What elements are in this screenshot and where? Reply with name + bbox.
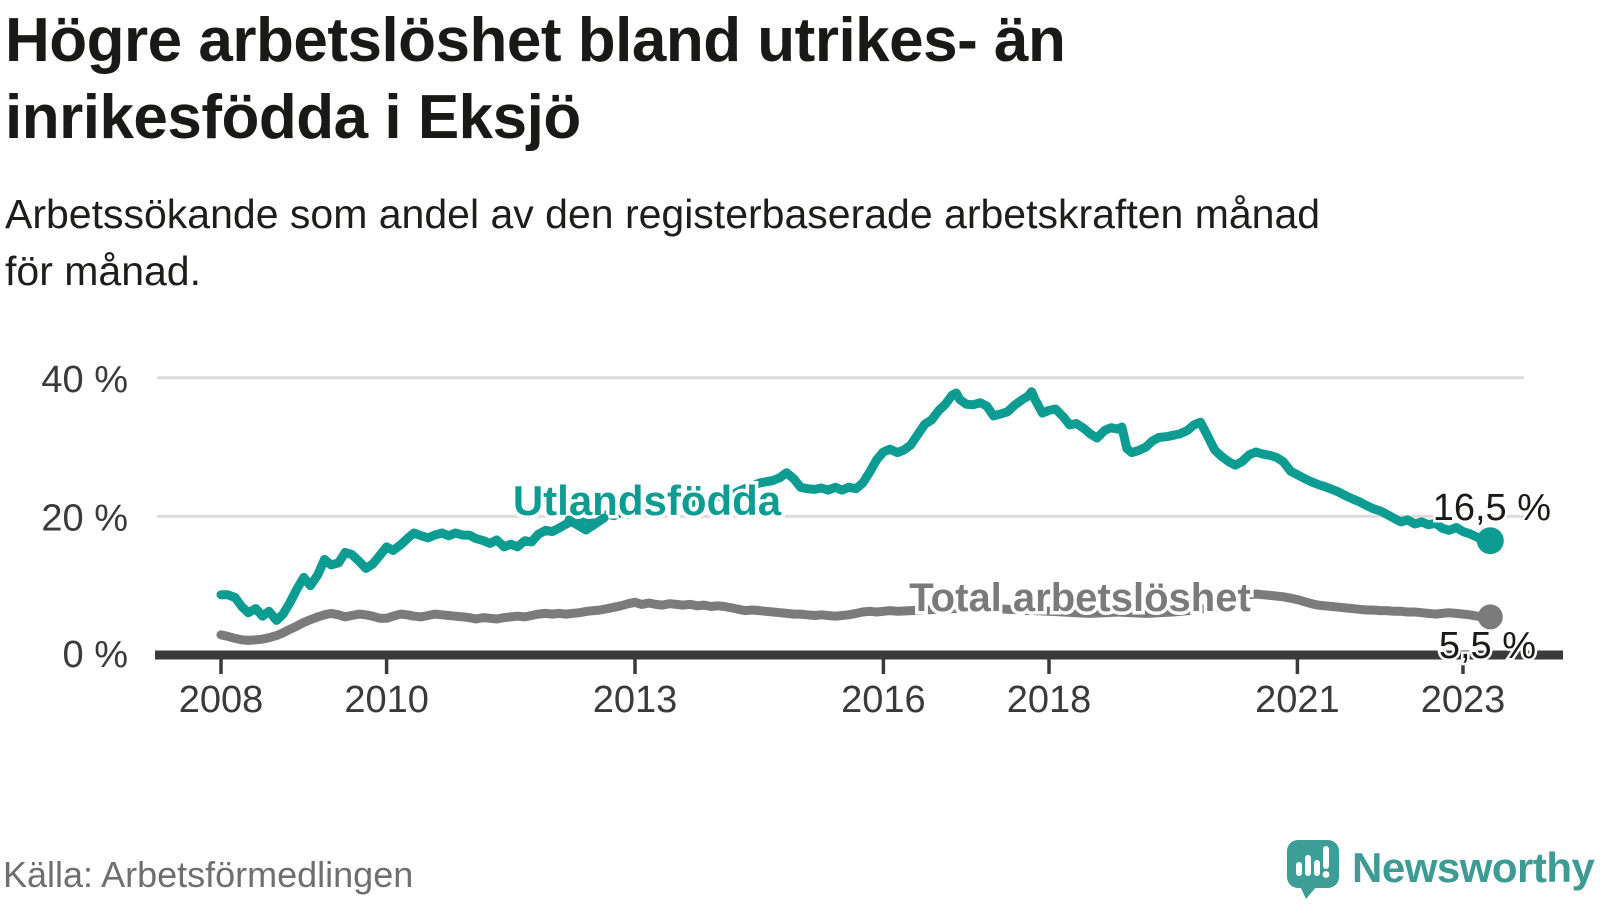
y-tick-label: 0 % [63,634,128,676]
brand-name: Newsworthy [1352,844,1595,891]
y-tick-label: 20 % [41,497,128,539]
chart-subtitle-line1: Arbetssökande som andel av den registerb… [5,191,1321,237]
x-tick-label: 2021 [1255,679,1340,721]
chart-title: Högre arbetslöshet bland utrikes- än inr… [5,2,1385,156]
x-tick-label: 2018 [1007,679,1092,721]
x-tick-label: 2013 [593,679,678,721]
newsworthy-logo-icon [1287,840,1339,899]
end-value-label-total: 5,5 % [1439,625,1536,667]
series-label-total-arbetsloshet: Total arbetslöshet [909,576,1251,620]
x-tick-label: 2008 [179,679,264,721]
x-tick-label: 2010 [344,679,429,721]
series-end-dots [1476,527,1504,630]
label-pointer-arrow-icon [564,513,609,535]
chart-subtitle-line2: för månad. [5,248,201,294]
source-note: Källa: Arbetsförmedlingen [3,854,414,895]
gridlines [157,376,1524,518]
series-end-dot-total [1477,604,1503,630]
x-tick-label: 2023 [1421,679,1506,721]
series-end-dot-utlandsfodda [1476,527,1504,555]
newsworthy-brand: Newsworthy [1286,838,1596,900]
series-line-utlandsfodda [216,387,1495,625]
axis-labels: 0 % 20 % 40 % 2008 2010 2013 2016 2018 2021 2023 [41,359,1505,721]
x-tick-label: 2016 [841,679,926,721]
end-value-label-utlandsfodda: 16,5 % [1433,487,1551,529]
y-tick-label: 40 % [41,359,128,401]
chart-subtitle: Arbetssökande som andel av den registerb… [5,186,1545,300]
axis-ticks [219,659,1465,674]
chart-title-line1: Högre arbetslöshet bland utrikes- än [5,6,1066,75]
series-line-total [216,589,1495,645]
series-label-utlandsfodda: Utlandsfödda [513,477,782,524]
series-lines [216,387,1495,645]
chart-title-line2: inrikesfödda i Eksjö [5,83,581,152]
